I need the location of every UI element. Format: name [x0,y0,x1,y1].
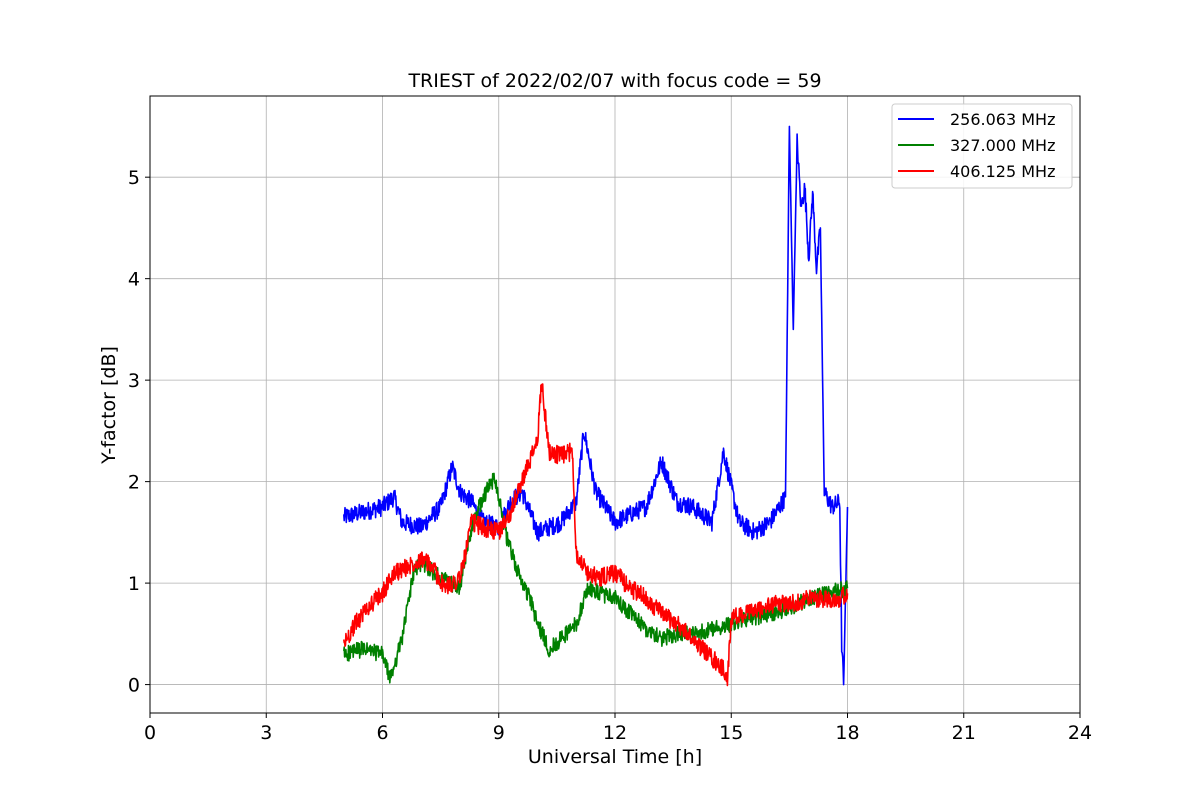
chart-title: TRIEST of 2022/02/07 with focus code = 5… [407,70,821,92]
legend-label: 406.125 MHz [950,162,1055,181]
x-tick-label: 24 [1068,722,1092,744]
x-tick-label: 9 [493,722,505,744]
y-axis-ticks: 0 1 2 3 4 5 [128,167,150,697]
grid [149,96,1081,713]
x-tick-label: 6 [376,722,388,744]
series-line [343,125,849,686]
y-tick-label: 5 [128,167,140,189]
y-tick-label: 1 [128,573,140,595]
x-tick-label: 15 [719,722,743,744]
series-layer [343,125,849,687]
legend-label: 256.063 MHz [950,110,1055,129]
y-tick-label: 0 [128,675,140,697]
series-line [343,383,849,687]
x-tick-label: 3 [260,722,272,744]
legend-box [891,103,1073,189]
legend: 256.063 MHz 327.000 MHz 406.125 MHz [891,103,1073,189]
x-axis-label: Universal Time [h] [528,746,702,768]
legend-label: 327.000 MHz [950,136,1055,155]
x-axis-ticks: 0 3 6 9 12 15 18 21 24 [144,713,1092,744]
x-tick-label: 0 [144,722,156,744]
series-line [343,472,849,684]
y-tick-label: 2 [128,472,140,494]
x-tick-label: 18 [835,722,859,744]
y-tick-label: 3 [128,370,140,392]
y-axis-label: Y-factor [dB] [98,346,120,465]
x-tick-label: 12 [603,722,627,744]
x-tick-label: 21 [952,722,976,744]
y-tick-label: 4 [128,269,140,291]
